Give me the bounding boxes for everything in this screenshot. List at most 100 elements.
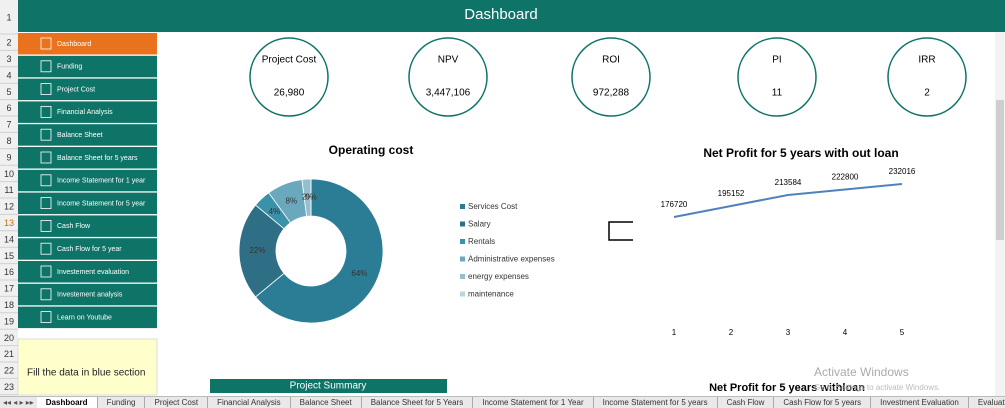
sidebar-button[interactable] [18, 283, 157, 306]
sidebar-label: Balance Sheet for 5 years [57, 155, 138, 162]
x-tick-label: 5 [900, 328, 905, 337]
sidebar-icon [40, 60, 52, 73]
data-label: 0% [305, 193, 317, 202]
sidebar-button[interactable] [18, 55, 157, 78]
row-number: 5 [6, 87, 11, 97]
x-tick-label: 3 [786, 328, 791, 337]
kpi-value: 2 [924, 88, 930, 99]
row-number: 12 [4, 202, 14, 212]
kpi-circle [408, 37, 488, 117]
sheet: Dashboard Fill the data in blue section … [0, 0, 1005, 396]
sidebar-icon [40, 174, 52, 187]
legend-label: Administrative expenses [468, 255, 555, 264]
x-tick-label: 1 [672, 328, 677, 337]
sidebar-button[interactable] [18, 101, 157, 123]
kpi-label: PI [772, 55, 781, 66]
sidebar-icon [40, 83, 52, 95]
row-number: 23 [4, 382, 14, 392]
sidebar-icon [40, 37, 52, 50]
row-number: 21 [4, 349, 14, 359]
legend-swatch [460, 204, 465, 209]
sidebar-label: Cash Flow for 5 year [57, 246, 122, 253]
title-bar [18, 0, 1005, 32]
sheet-tab[interactable]: Balance Sheet [291, 397, 362, 408]
scroll-thumb[interactable] [996, 100, 1004, 240]
legend-label: maintenance [468, 290, 514, 299]
sheet-tab[interactable]: Investment Evaluation [871, 397, 969, 408]
sidebar-icon [40, 197, 52, 210]
sheet-tab[interactable]: Financial Analysis [208, 397, 291, 408]
sidebar-button[interactable] [18, 238, 157, 260]
note-box [17, 338, 158, 396]
data-label: 64% [351, 269, 367, 278]
row-number: 18 [4, 300, 14, 310]
data-label: 213584 [775, 178, 802, 187]
legend-swatch [460, 274, 465, 279]
sheet-tab[interactable]: Balance Sheet for 5 Years [362, 397, 474, 408]
sidebar-label: Investement evaluation [57, 269, 129, 276]
sidebar-button[interactable] [18, 192, 157, 215]
row-number: 15 [4, 251, 14, 261]
data-label: 195152 [718, 189, 745, 198]
data-label: 2% [302, 193, 314, 202]
sidebar-button[interactable] [18, 169, 157, 192]
sheet-tabs: ◂◂ ◂ ▸ ▸▸ Dashboard Funding Project Cost Fi… [0, 396, 1005, 408]
legend-label: Salary [468, 220, 491, 229]
sidebar-icon [40, 265, 52, 278]
sidebar-icon [40, 219, 52, 232]
summary-title: Project Summary [290, 381, 367, 392]
summary-bar [210, 379, 447, 393]
sidebar-icon [40, 106, 52, 118]
tab-nav[interactable]: ◂◂ ◂ ▸ ▸▸ [3, 398, 34, 407]
sidebar-button[interactable] [18, 147, 157, 169]
row-number: 11 [4, 185, 13, 195]
sidebar-icon [40, 151, 52, 164]
sidebar-button[interactable] [18, 124, 157, 146]
sidebar-label: Income Statement for 5 year [57, 200, 146, 207]
sheet-tab[interactable]: Project Cost [145, 397, 209, 408]
bracket [608, 221, 633, 241]
sidebar-label: Learn on Youtube [57, 314, 112, 321]
row-number: 9 [6, 152, 11, 162]
kpi-value: 26,980 [274, 88, 305, 99]
note: Fill the data in blue section [27, 368, 145, 379]
sidebar-button[interactable] [18, 261, 157, 283]
row-number: 16 [4, 267, 14, 277]
sidebar-button[interactable] [18, 215, 157, 237]
row-number: 13 [4, 218, 14, 228]
kpi-circle [887, 37, 967, 117]
row-number: 14 [4, 234, 14, 244]
sheet-tab[interactable]: Evaluation [969, 397, 1005, 408]
sidebar-icon [40, 128, 52, 141]
data-label: 4% [269, 207, 281, 216]
sidebar-label: Project Cost [57, 86, 95, 93]
sidebar-label: Balance Sheet [57, 132, 103, 139]
sheet-tab[interactable]: Cash Flow [718, 397, 775, 408]
sheet-tab[interactable]: Funding [98, 397, 146, 408]
kpi-value: 11 [772, 88, 783, 99]
kpi-label: Project Cost [262, 55, 317, 66]
kpi-value: 3,447,106 [426, 88, 471, 99]
sidebar-icon [40, 242, 52, 255]
line [673, 183, 903, 218]
data-label: 176720 [661, 200, 688, 209]
legend-swatch [460, 291, 465, 297]
sheet-tab[interactable]: Dashboard [36, 397, 98, 408]
chart-title: Net Profit for 5 years with out loan [703, 146, 898, 160]
donut-slice [254, 178, 384, 324]
sheet-tab[interactable]: Income Statement for 5 years [594, 397, 718, 408]
x-tick-label: 2 [729, 328, 734, 337]
row-number: 22 [4, 366, 14, 376]
sheet-tab[interactable]: Income Statement for 1 Year [473, 397, 594, 408]
sidebar-button[interactable] [18, 78, 157, 101]
data-label: 22% [249, 246, 265, 255]
sidebar-button[interactable] [18, 306, 157, 329]
row-number: 4 [6, 70, 11, 80]
kpi-label: NPV [438, 55, 459, 66]
row-number: 3 [6, 54, 11, 64]
sidebar-label: Funding [57, 64, 82, 71]
sidebar-icon [40, 288, 52, 301]
sheet-tab[interactable]: Cash Flow for 5 years [774, 397, 872, 408]
sidebar-button[interactable] [18, 33, 157, 55]
